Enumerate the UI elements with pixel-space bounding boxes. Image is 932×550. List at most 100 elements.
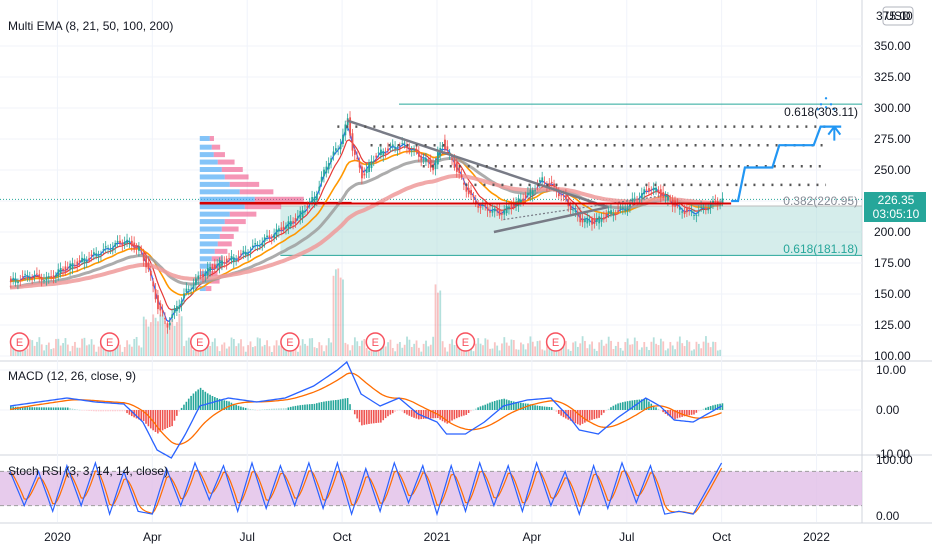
macd-histogram-bar: [683, 410, 686, 417]
macd-histogram-bar: [294, 405, 297, 410]
x-tick-label: Apr: [523, 530, 542, 544]
candle-body: [323, 169, 325, 177]
candle-body: [534, 190, 537, 192]
macd-histogram-bar: [206, 393, 209, 410]
volume-bar: [119, 344, 121, 356]
macd-histogram-bar: [356, 410, 358, 419]
macd-histogram-bar: [69, 408, 71, 410]
volume-profile-up: [199, 233, 220, 239]
volume-bar: [598, 342, 601, 356]
volume-bar: [256, 337, 259, 356]
stoch-title[interactable]: Stoch RSI (3, 3, 14, 14, close): [8, 464, 168, 478]
macd-histogram-bar: [235, 404, 237, 410]
macd-histogram-bar: [391, 410, 394, 414]
candle-body: [17, 281, 19, 284]
volume-bar: [26, 348, 29, 356]
candle-body: [681, 211, 684, 213]
candle-body: [531, 190, 534, 196]
candle-body: [463, 182, 465, 185]
candle-body: [342, 134, 344, 144]
macd-title[interactable]: MACD (12, 26, close, 9): [8, 369, 136, 383]
macd-histogram-bar: [109, 410, 112, 412]
candle-body: [629, 203, 631, 207]
macd-histogram-bar: [334, 400, 337, 410]
volume-bar: [178, 313, 181, 356]
volume-bar: [320, 345, 323, 356]
macd-histogram-bar: [550, 407, 553, 410]
macd-histogram-bar: [401, 410, 404, 412]
candle-body: [496, 209, 499, 211]
candle-body: [697, 210, 700, 212]
macd-histogram-bar: [97, 410, 100, 412]
macd-histogram-bar: [567, 410, 570, 420]
candle-body: [550, 181, 553, 184]
candle-body: [512, 203, 515, 208]
volume-bar: [693, 349, 695, 356]
volume-bar: [280, 345, 283, 356]
candle-body: [83, 258, 86, 264]
macd-histogram-bar: [135, 410, 138, 419]
macd-histogram-bar: [268, 408, 271, 410]
macd-histogram-bar: [311, 403, 313, 410]
candle-body: [180, 300, 183, 306]
macd-histogram-bar: [21, 406, 24, 410]
candle-body: [562, 194, 565, 196]
macd-histogram-bar: [45, 407, 48, 410]
candle-body: [192, 284, 195, 290]
volume-profile-down: [205, 286, 212, 292]
x-tick-label: Apr: [143, 530, 162, 544]
volume-bar: [444, 347, 446, 356]
volume-bar: [425, 340, 427, 356]
macd-histogram-bar: [472, 409, 475, 411]
earnings-marker-label: E: [286, 337, 293, 349]
x-tick-label: 2020: [44, 530, 71, 544]
price-indicator-title[interactable]: Multi EMA (8, 21, 50, 100, 200): [8, 19, 173, 33]
candle-body: [337, 148, 340, 150]
candle-body: [387, 148, 389, 151]
candle-body: [206, 268, 209, 276]
volume-bar: [90, 339, 93, 356]
candle-body: [705, 209, 707, 211]
candle-body: [318, 186, 321, 191]
volume-bar: [71, 345, 74, 356]
macd-histogram-bar: [707, 406, 710, 410]
volume-bar: [116, 340, 119, 356]
macd-histogram-bar: [380, 410, 382, 423]
volume-bar: [484, 338, 487, 356]
macd-histogram-bar: [387, 410, 389, 417]
drawing-tools[interactable]: [199, 97, 842, 234]
macd-histogram-bar: [538, 405, 541, 410]
macd-histogram-bar: [81, 410, 83, 411]
macd-histogram-bar: [278, 408, 280, 410]
candle-body: [178, 305, 181, 310]
volume-bar: [247, 345, 250, 356]
volume-bar: [448, 343, 451, 356]
currency-badge[interactable]: [882, 6, 914, 26]
volume-bar: [43, 350, 46, 356]
volume-bar: [657, 345, 660, 356]
earnings-marker-label: E: [372, 337, 379, 349]
candle-body: [591, 218, 593, 225]
candle-body: [289, 221, 292, 226]
volume-bar: [311, 338, 314, 356]
volume-bar: [638, 349, 641, 356]
candle-body: [394, 147, 397, 150]
last-price-countdown: 03:05:10: [873, 207, 920, 221]
candle-body: [10, 278, 12, 282]
candle-body: [384, 153, 387, 154]
volume-bar: [199, 349, 202, 356]
macd-histogram-bar: [614, 404, 617, 410]
macd-histogram-bar: [434, 410, 437, 419]
macd-histogram-bar: [460, 410, 463, 417]
macd-histogram-bar: [173, 410, 176, 421]
volume-bar: [418, 347, 420, 356]
candle-body: [479, 206, 482, 208]
fib-label-mid: 0.382(220.95): [783, 194, 858, 208]
stoch-tick-label: 0.00: [876, 509, 900, 523]
candle-body: [493, 208, 496, 212]
macd-histogram-bar: [74, 409, 76, 410]
macd-histogram-bar: [408, 410, 411, 416]
candle-body: [690, 210, 693, 213]
